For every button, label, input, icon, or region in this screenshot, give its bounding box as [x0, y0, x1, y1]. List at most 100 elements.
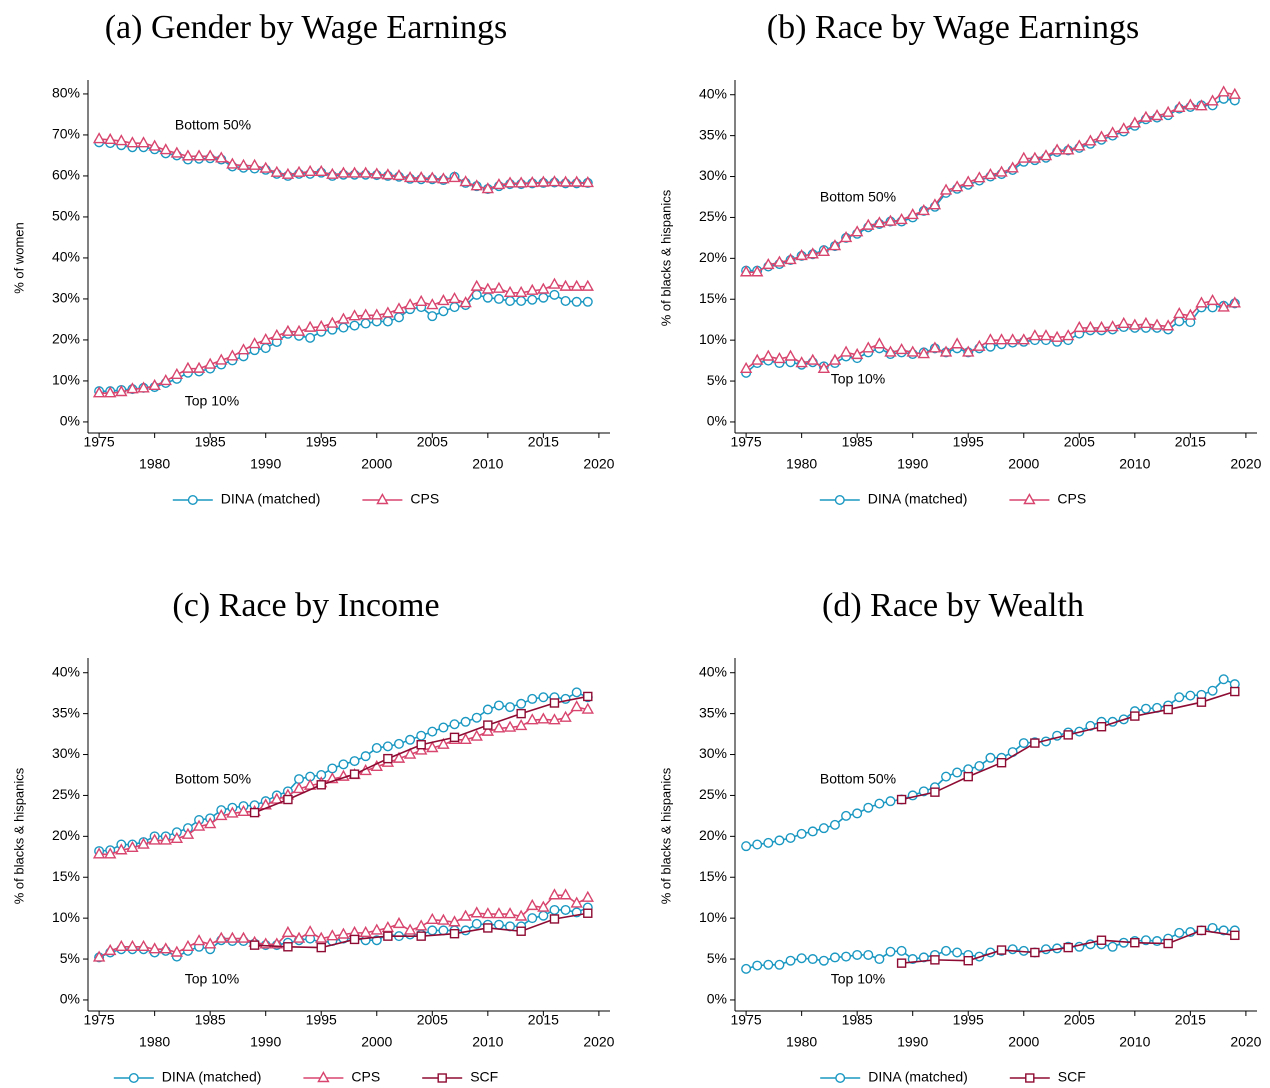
- marker: [192, 149, 206, 161]
- x-tick-label: 2005: [417, 434, 448, 450]
- marker: [1030, 947, 1040, 958]
- marker: [906, 345, 919, 357]
- marker: [806, 353, 819, 365]
- marker: [381, 168, 395, 180]
- x-tick-label: 2020: [583, 1034, 614, 1050]
- x-tick-label: 2000: [361, 456, 392, 472]
- x-tick-label: 2020: [1230, 456, 1261, 472]
- marker: [126, 840, 139, 852]
- marker: [1018, 738, 1029, 749]
- marker: [348, 309, 361, 321]
- marker: [259, 161, 272, 173]
- marker: [741, 963, 752, 974]
- legend-label: SCF: [1058, 1069, 1086, 1085]
- legend-swatch: [820, 1073, 861, 1084]
- marker: [839, 230, 853, 243]
- marker: [873, 337, 886, 349]
- marker: [795, 356, 808, 368]
- annotation: Bottom 50%: [820, 189, 896, 205]
- marker: [873, 216, 886, 228]
- marker: [1139, 316, 1153, 328]
- marker: [1217, 85, 1230, 97]
- marker: [774, 959, 785, 970]
- marker: [537, 712, 550, 724]
- marker: [739, 361, 753, 373]
- marker: [360, 751, 371, 762]
- marker: [885, 946, 896, 957]
- marker: [305, 332, 316, 343]
- panel: (c) Race by Income % of blacks & hispanic…: [11, 587, 614, 1085]
- marker: [762, 349, 775, 361]
- marker: [795, 248, 808, 261]
- marker: [1218, 674, 1229, 685]
- legend-swatch: [1009, 1073, 1050, 1083]
- marker: [1185, 690, 1196, 701]
- marker: [1228, 296, 1241, 308]
- marker: [270, 328, 283, 341]
- marker: [203, 817, 217, 829]
- marker: [415, 743, 428, 755]
- marker: [549, 289, 560, 300]
- marker: [137, 939, 150, 951]
- marker: [415, 919, 428, 931]
- marker: [359, 166, 372, 178]
- marker: [248, 337, 261, 349]
- marker: [170, 945, 184, 957]
- marker: [115, 134, 128, 146]
- marker: [137, 381, 150, 393]
- marker: [237, 158, 250, 170]
- x-tick-label: 1980: [786, 456, 817, 472]
- marker: [1106, 320, 1119, 332]
- annotation: Bottom 50%: [175, 771, 251, 787]
- marker: [1206, 293, 1219, 306]
- marker: [763, 959, 774, 970]
- marker: [930, 787, 940, 797]
- marker: [438, 925, 449, 936]
- x-tick-label: 1980: [786, 1034, 817, 1050]
- legend-label: DINA (matched): [221, 491, 321, 507]
- marker: [818, 823, 829, 834]
- marker: [841, 810, 852, 821]
- marker: [460, 716, 471, 727]
- x-tick-label: 1975: [84, 434, 115, 450]
- marker: [104, 847, 117, 859]
- marker: [796, 953, 807, 964]
- marker: [516, 698, 527, 709]
- x-tick-label: 2015: [1175, 1012, 1206, 1028]
- marker: [1050, 330, 1064, 342]
- marker: [281, 324, 295, 336]
- marker: [559, 710, 572, 722]
- marker: [962, 175, 975, 187]
- marker: [303, 925, 317, 937]
- marker: [1173, 100, 1186, 113]
- marker: [303, 320, 317, 332]
- marker: [338, 759, 349, 770]
- marker: [850, 347, 864, 360]
- marker: [559, 888, 572, 900]
- marker: [548, 277, 561, 289]
- marker: [337, 927, 350, 939]
- marker: [874, 798, 885, 809]
- marker: [493, 919, 504, 930]
- marker: [1174, 692, 1185, 703]
- marker: [1130, 937, 1140, 948]
- marker: [973, 171, 986, 183]
- marker: [482, 292, 493, 303]
- marker: [392, 751, 406, 763]
- legend-swatch: [362, 493, 403, 505]
- x-tick-label: 1980: [139, 456, 170, 472]
- marker: [570, 175, 583, 187]
- marker: [181, 149, 195, 161]
- marker: [1230, 930, 1240, 941]
- marker: [226, 157, 239, 169]
- marker: [382, 316, 393, 327]
- marker: [1139, 110, 1153, 122]
- marker: [1039, 329, 1053, 341]
- x-tick-label: 2020: [583, 456, 614, 472]
- series-line: [746, 97, 1235, 272]
- marker: [181, 939, 195, 951]
- marker: [104, 132, 117, 145]
- y-tick-label: 35%: [52, 704, 80, 720]
- marker: [962, 345, 975, 357]
- marker: [215, 931, 228, 943]
